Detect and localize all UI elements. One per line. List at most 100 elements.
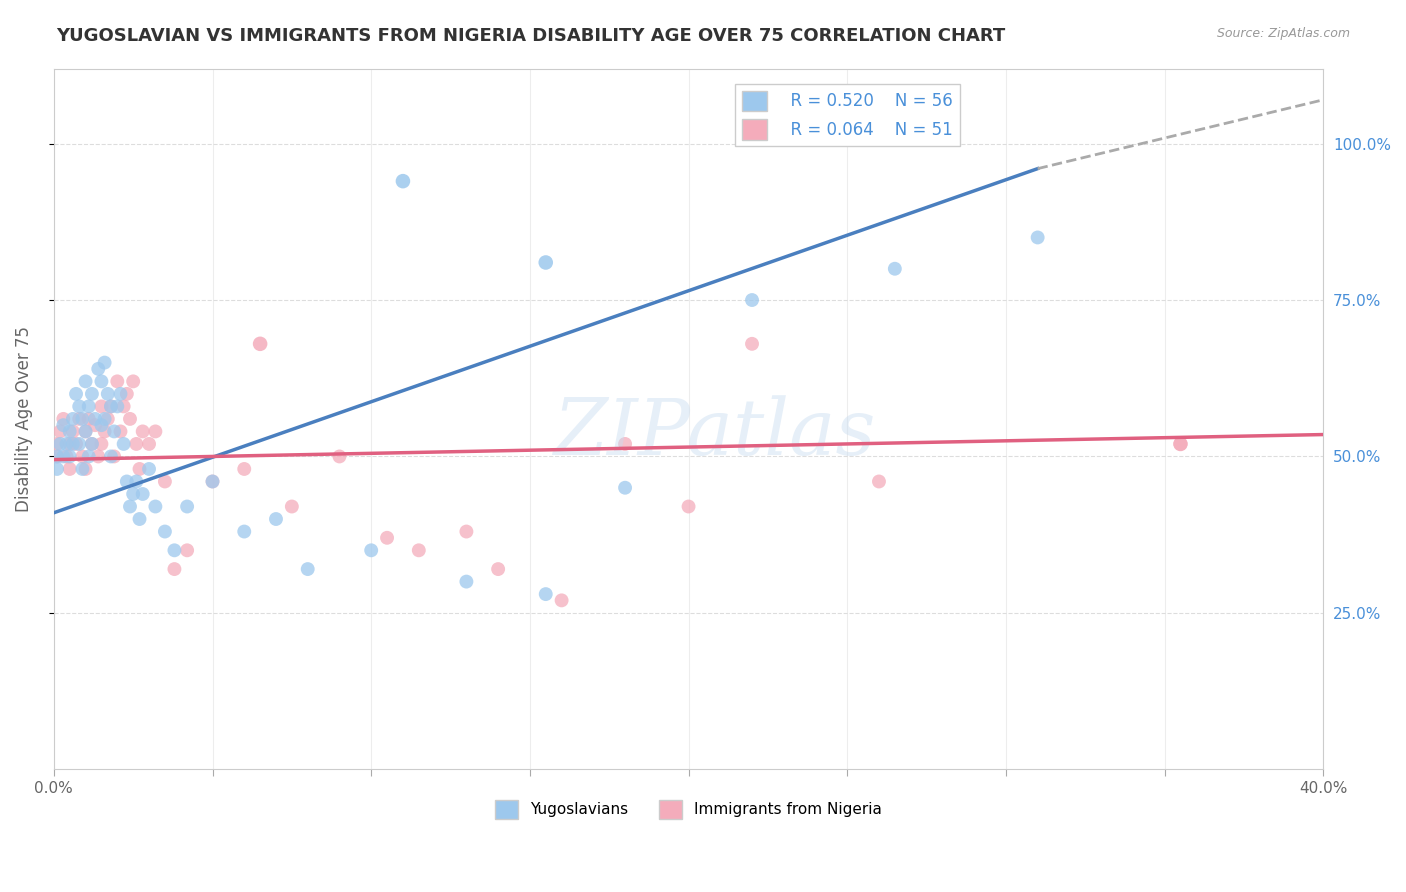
Point xyxy=(100,400,122,414)
Point xyxy=(741,293,763,307)
Point xyxy=(176,543,198,558)
Point xyxy=(46,437,69,451)
Point xyxy=(65,387,87,401)
Point xyxy=(110,425,132,439)
Point xyxy=(128,462,150,476)
Point xyxy=(201,475,224,489)
Y-axis label: Disability Age Over 75: Disability Age Over 75 xyxy=(15,326,32,512)
Point xyxy=(122,487,145,501)
Point xyxy=(163,562,186,576)
Text: Source: ZipAtlas.com: Source: ZipAtlas.com xyxy=(1216,27,1350,40)
Point xyxy=(67,412,90,426)
Point xyxy=(145,500,167,514)
Point xyxy=(72,462,94,476)
Point xyxy=(93,425,115,439)
Point xyxy=(49,437,72,451)
Point xyxy=(105,400,128,414)
Point xyxy=(90,375,112,389)
Point xyxy=(46,450,69,464)
Point xyxy=(103,450,125,464)
Point xyxy=(112,400,135,414)
Point xyxy=(125,437,148,451)
Point xyxy=(360,543,382,558)
Point xyxy=(678,500,700,514)
Point xyxy=(233,524,256,539)
Point xyxy=(112,437,135,451)
Point xyxy=(100,400,122,414)
Point xyxy=(80,437,103,451)
Point xyxy=(77,450,100,464)
Point xyxy=(131,487,153,501)
Point xyxy=(328,450,350,464)
Point xyxy=(75,425,97,439)
Point xyxy=(176,500,198,514)
Point xyxy=(72,450,94,464)
Point xyxy=(59,425,82,439)
Point xyxy=(87,450,110,464)
Point xyxy=(49,425,72,439)
Point xyxy=(122,375,145,389)
Point xyxy=(550,593,572,607)
Point xyxy=(486,562,509,576)
Point xyxy=(90,437,112,451)
Point xyxy=(614,437,637,451)
Point xyxy=(1170,437,1192,451)
Point xyxy=(408,543,430,558)
Point xyxy=(153,475,176,489)
Point xyxy=(75,425,97,439)
Point xyxy=(90,418,112,433)
Point xyxy=(163,543,186,558)
Point xyxy=(46,450,69,464)
Legend: Yugoslavians, Immigrants from Nigeria: Yugoslavians, Immigrants from Nigeria xyxy=(489,794,889,825)
Point xyxy=(1026,230,1049,244)
Point xyxy=(131,425,153,439)
Point xyxy=(456,574,478,589)
Point xyxy=(534,587,557,601)
Point xyxy=(249,336,271,351)
Point xyxy=(75,462,97,476)
Point xyxy=(110,387,132,401)
Point xyxy=(868,475,890,489)
Point xyxy=(614,481,637,495)
Point xyxy=(84,412,107,426)
Point xyxy=(297,562,319,576)
Point xyxy=(145,425,167,439)
Point xyxy=(392,174,415,188)
Text: ZIPatlas: ZIPatlas xyxy=(553,395,875,471)
Point xyxy=(128,512,150,526)
Point xyxy=(84,418,107,433)
Point xyxy=(456,524,478,539)
Point xyxy=(125,475,148,489)
Point xyxy=(62,437,84,451)
Point xyxy=(80,387,103,401)
Point xyxy=(883,261,905,276)
Point xyxy=(93,412,115,426)
Point xyxy=(115,387,138,401)
Point xyxy=(118,412,141,426)
Point xyxy=(67,400,90,414)
Point xyxy=(138,437,160,451)
Point xyxy=(62,412,84,426)
Point xyxy=(90,400,112,414)
Point xyxy=(138,462,160,476)
Point xyxy=(52,418,75,433)
Point xyxy=(534,255,557,269)
Point xyxy=(1170,437,1192,451)
Point xyxy=(55,437,77,451)
Point xyxy=(233,462,256,476)
Point xyxy=(62,425,84,439)
Point xyxy=(100,450,122,464)
Point xyxy=(97,387,120,401)
Point xyxy=(52,412,75,426)
Point xyxy=(264,512,287,526)
Point xyxy=(52,450,75,464)
Point xyxy=(65,437,87,451)
Point xyxy=(105,375,128,389)
Point xyxy=(97,412,120,426)
Point xyxy=(115,475,138,489)
Text: YUGOSLAVIAN VS IMMIGRANTS FROM NIGERIA DISABILITY AGE OVER 75 CORRELATION CHART: YUGOSLAVIAN VS IMMIGRANTS FROM NIGERIA D… xyxy=(56,27,1005,45)
Point xyxy=(118,500,141,514)
Point xyxy=(46,462,69,476)
Point xyxy=(103,425,125,439)
Point xyxy=(281,500,304,514)
